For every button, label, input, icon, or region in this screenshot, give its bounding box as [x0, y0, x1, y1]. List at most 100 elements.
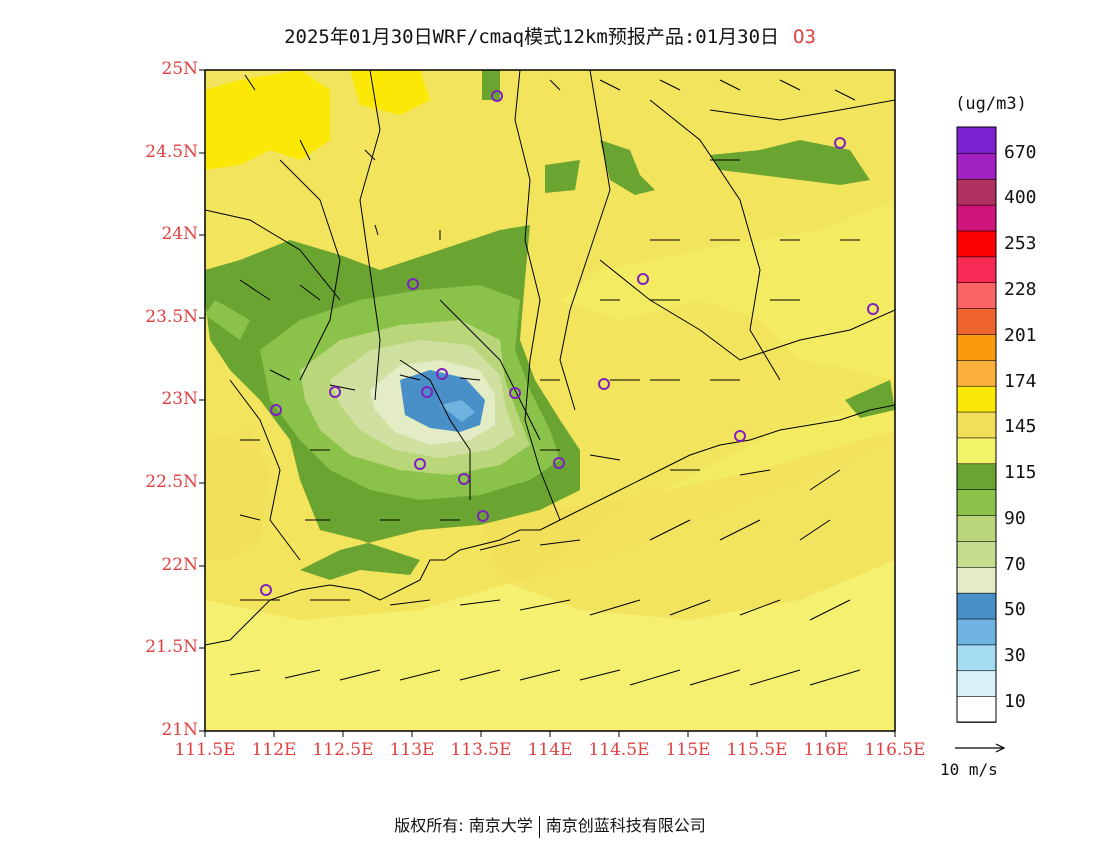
station-marker [436, 368, 448, 380]
lat-label: 21.5N [145, 637, 198, 657]
zone-green-top [482, 70, 500, 100]
zone-green-e [845, 380, 895, 418]
colorbar-swatch [956, 307, 997, 335]
zone-yellow-n [350, 70, 430, 115]
colorbar-unit: (ug/m3) [955, 94, 1027, 114]
station-marker [421, 386, 433, 398]
boundaries [205, 70, 895, 646]
pollutant-label: O3 [793, 26, 816, 48]
lat-label: 22.5N [145, 472, 198, 492]
station-marker [407, 278, 419, 290]
colorbar-swatch [956, 695, 997, 723]
footer-separator [538, 815, 540, 838]
lon-label: 115E [665, 740, 711, 760]
station-marker [477, 510, 489, 522]
colorbar-label: 201 [1004, 325, 1037, 346]
colorbar-label: 253 [1004, 233, 1037, 254]
lon-label: 116.5E [864, 740, 926, 760]
reference-vector-label: 10 m/s [940, 760, 998, 779]
footer-left: 版权所有: 南京大学 [394, 816, 533, 835]
colorbar-label: 10 [1004, 691, 1026, 712]
station-marker [867, 303, 879, 315]
zone-green-ne2 [545, 160, 580, 193]
colorbar-swatch [956, 385, 997, 413]
lat-label: 23N [161, 389, 198, 409]
colorbar-label: 228 [1004, 279, 1037, 300]
colorbar-label: 70 [1004, 554, 1026, 575]
lon-label: 113E [389, 740, 435, 760]
colorbar-swatch [956, 411, 997, 439]
lat-label: 22N [161, 555, 198, 575]
colorbar-swatch [956, 178, 997, 206]
lat-label: 25N [161, 59, 198, 79]
lon-label: 114.5E [588, 740, 650, 760]
lon-label: 112E [251, 740, 297, 760]
lat-label: 24.5N [145, 142, 198, 162]
colorbar-swatch [956, 230, 997, 258]
lon-label: 112.5E [312, 740, 374, 760]
lat-label: 24N [161, 224, 198, 244]
lon-label: 116E [803, 740, 849, 760]
zone-green-w [205, 300, 250, 340]
colorbar-label: 174 [1004, 371, 1037, 392]
zone-orange-west [205, 430, 270, 560]
colorbar-swatch [956, 204, 997, 232]
colorbar-label: 90 [1004, 508, 1026, 529]
station-marker [491, 90, 503, 102]
zone-green-ne1 [710, 140, 870, 185]
colorbar [956, 126, 997, 723]
station-marker [458, 473, 470, 485]
colorbar-swatch [956, 359, 997, 387]
lon-label: 113.5E [450, 740, 512, 760]
colorbar-swatch [956, 514, 997, 542]
station-marker [553, 457, 565, 469]
colorbar-swatch [956, 437, 997, 465]
stations [260, 90, 879, 596]
lat-label: 21N [161, 720, 198, 740]
station-marker [270, 404, 282, 416]
axis-ticks [199, 69, 896, 737]
colorbar-swatch [956, 540, 997, 568]
colorbar-swatch [956, 566, 997, 594]
colorbar-swatch [956, 126, 997, 154]
station-marker [509, 387, 521, 399]
colorbar-label: 400 [1004, 187, 1037, 208]
lat-label: 23.5N [145, 307, 198, 327]
colorbar-swatch [956, 463, 997, 490]
colorbar-swatch [956, 644, 997, 672]
station-marker [637, 273, 649, 285]
station-marker [734, 430, 746, 442]
footer-right: 南京创蓝科技有限公司 [545, 816, 706, 835]
lon-label: 115.5E [726, 740, 788, 760]
wind-vectors [229, 74, 861, 686]
colorbar-label: 115 [1004, 462, 1037, 483]
colorbar-label: 145 [1004, 416, 1037, 437]
zone-blue-light [440, 400, 475, 422]
station-marker [834, 137, 846, 149]
map-title: 2025年01月30日WRF/cmaq模式12km预报产品:01月30日 O3 [0, 22, 1100, 49]
zone-sea-orange [480, 430, 895, 620]
zone-green-ne3 [600, 140, 655, 195]
station-marker [598, 378, 610, 390]
station-marker [329, 386, 341, 398]
colorbar-label: 670 [1004, 142, 1037, 163]
colorbar-swatch [956, 592, 997, 620]
colorbar-swatch [956, 281, 997, 309]
station-marker [414, 458, 426, 470]
colorbar-label: 50 [1004, 599, 1026, 620]
zone-yellow-nw [205, 70, 330, 170]
lon-label: 114E [527, 740, 573, 760]
colorbar-swatch [956, 256, 997, 284]
concentration-field [205, 70, 895, 731]
colorbar-swatch [956, 669, 997, 697]
station-marker [260, 584, 272, 596]
copyright-footer: 版权所有: 南京大学 南京创蓝科技有限公司 [0, 812, 1100, 838]
title-text: 2025年01月30日WRF/cmaq模式12km预报产品:01月30日 [284, 26, 780, 48]
colorbar-label: 30 [1004, 645, 1026, 666]
colorbar-swatch [956, 488, 997, 516]
colorbar-swatch [956, 152, 997, 180]
colorbar-swatch [956, 618, 997, 646]
lon-label: 111.5E [174, 740, 236, 760]
colorbar-swatch [956, 333, 997, 361]
